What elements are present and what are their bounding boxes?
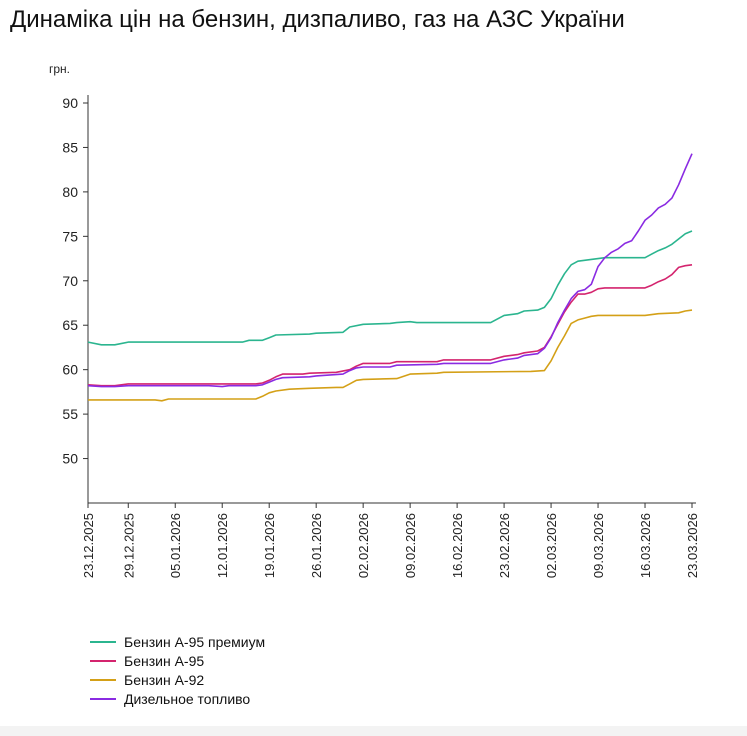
page-title: Динаміка цін на бензин, дизпаливо, газ н… <box>10 6 625 33</box>
y-tick-label: 90 <box>62 95 78 111</box>
y-tick-label: 60 <box>62 362 78 378</box>
y-tick-label: 85 <box>62 139 78 155</box>
series-line-1 <box>87 230 693 346</box>
x-tick-label: 05.01.2026 <box>168 513 183 578</box>
series-line-2 <box>87 264 693 387</box>
legend-item: Дизельное топливо <box>90 689 265 708</box>
y-tick-label: 75 <box>62 228 78 244</box>
legend-item: Бензин А-95 премиум <box>90 632 265 651</box>
x-tick-label: 23.03.2026 <box>685 513 700 578</box>
y-tick-label: 55 <box>62 406 78 422</box>
x-tick-label: 16.02.2026 <box>450 513 465 578</box>
y-tick-label: 50 <box>62 451 78 467</box>
legend-label: Бензин А-95 <box>124 652 205 669</box>
x-tick-label: 02.02.2026 <box>356 513 371 578</box>
series-line-4 <box>87 153 693 388</box>
x-tick-label: 16.03.2026 <box>638 513 653 578</box>
legend-swatch <box>90 640 116 643</box>
legend-swatch <box>90 697 116 700</box>
footer-strip <box>0 726 747 736</box>
x-tick-label: 09.03.2026 <box>591 513 606 578</box>
x-tick-label: 23.12.2025 <box>81 513 96 578</box>
legend-item: Бензин А-95 <box>90 651 265 670</box>
x-tick-label: 19.01.2026 <box>262 513 277 578</box>
x-tick-label: 02.03.2026 <box>544 513 559 578</box>
legend-item: Бензин А-92 <box>90 670 265 689</box>
x-tick-label: 23.02.2026 <box>497 513 512 578</box>
legend-swatch <box>90 678 116 681</box>
x-tick-label: 26.01.2026 <box>309 513 324 578</box>
legend-label: Бензин А-92 <box>124 671 205 688</box>
legend-label: Дизельное топливо <box>124 690 251 707</box>
y-axis-unit-label: грн. <box>49 62 70 76</box>
x-tick-label: 12.01.2026 <box>215 513 230 578</box>
series-line-3 <box>88 309 693 402</box>
x-tick-label: 09.02.2026 <box>403 513 418 578</box>
y-tick-label: 70 <box>62 273 78 289</box>
x-tick-label: 29.12.2025 <box>121 513 136 578</box>
legend-label: Бензин А-95 премиум <box>124 633 266 650</box>
y-tick-label: 80 <box>62 184 78 200</box>
y-tick-label: 65 <box>62 317 78 333</box>
legend-swatch <box>90 659 116 662</box>
fuel-price-chart: грн. 50 55 60 65 70 75 80 85 90 23.12.2025 29.12.20… <box>49 62 700 578</box>
chart-legend: Бензин А-95 премиум Бензин А-95 Бензин А-9… <box>90 632 265 708</box>
